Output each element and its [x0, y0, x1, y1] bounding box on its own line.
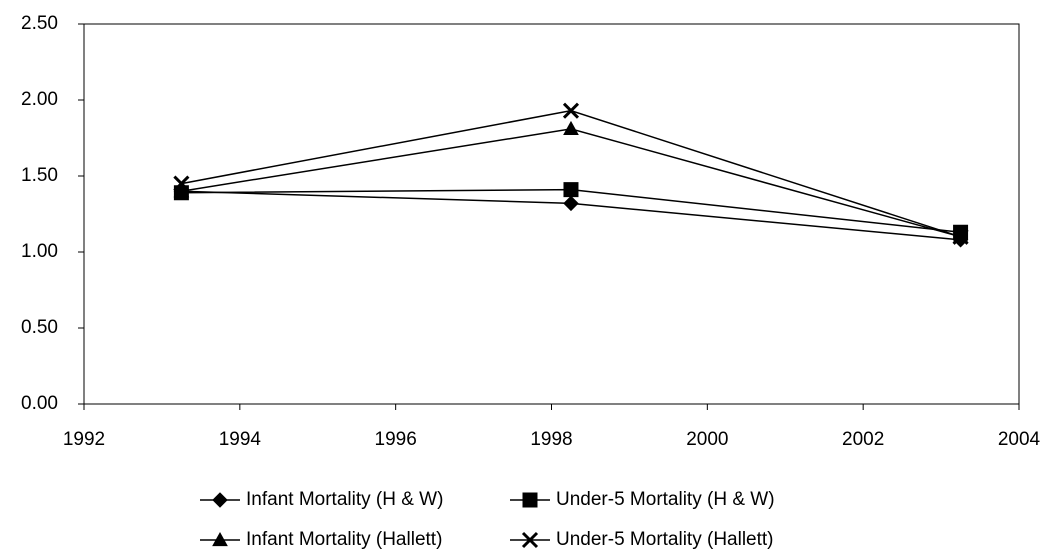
- y-tick-label: 0.50: [21, 317, 58, 338]
- y-tick-label: 1.50: [21, 165, 58, 186]
- legend-label: Infant Mortality (Hallett): [246, 529, 442, 550]
- y-tick-label: 0.00: [21, 393, 58, 414]
- x-tick-label: 1992: [63, 429, 105, 450]
- legend-marker: [212, 531, 228, 547]
- legend-label: Infant Mortality (H & W): [246, 489, 443, 510]
- marker: [563, 195, 579, 212]
- marker: [952, 228, 969, 245]
- legend-label: Under-5 Mortality (Hallett): [556, 529, 774, 550]
- x-tick-label: 2002: [842, 429, 884, 450]
- marker: [562, 102, 580, 119]
- y-tick-label: 2.50: [21, 13, 58, 34]
- marker: [173, 183, 190, 198]
- legend-marker: [521, 531, 539, 549]
- marker: [563, 120, 579, 135]
- y-tick-label: 2.00: [21, 89, 58, 110]
- legend-marker: [522, 492, 538, 508]
- x-tick-label: 1996: [375, 429, 417, 450]
- marker: [563, 182, 579, 198]
- y-tick-label: 1.00: [21, 241, 58, 262]
- legend-label: Under-5 Mortality (H & W): [556, 489, 775, 510]
- x-tick-label: 1998: [530, 429, 572, 450]
- marker: [173, 175, 190, 192]
- x-tick-label: 2000: [686, 429, 728, 450]
- x-tick-label: 1994: [219, 429, 262, 450]
- x-tick-label: 2004: [998, 429, 1041, 450]
- legend-marker: [212, 492, 228, 508]
